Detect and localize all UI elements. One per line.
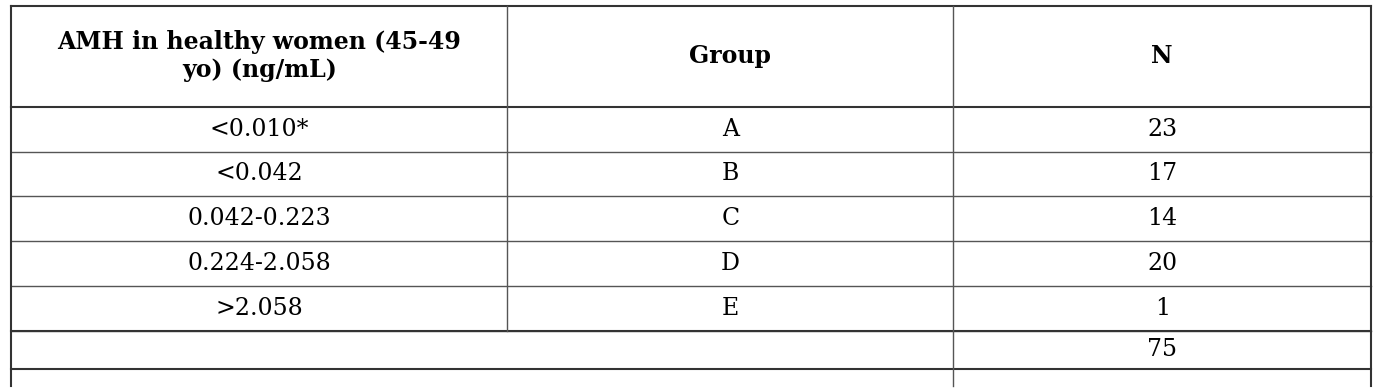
Bar: [954, 196, 1371, 241]
Bar: [507, 152, 954, 196]
Bar: [507, 6, 954, 107]
Text: 14: 14: [1147, 207, 1177, 230]
Bar: [507, 241, 954, 286]
Text: 75: 75: [1147, 339, 1177, 361]
Text: 0.042-0.223: 0.042-0.223: [188, 207, 332, 230]
Text: <0.042: <0.042: [216, 162, 303, 185]
Text: A: A: [721, 118, 739, 141]
Bar: [954, 6, 1371, 107]
Bar: [954, 241, 1371, 286]
Bar: [507, 331, 954, 369]
Text: 0.224-2.058: 0.224-2.058: [188, 252, 332, 275]
Text: 23: 23: [1147, 118, 1177, 141]
Text: B: B: [721, 162, 739, 185]
Text: 17: 17: [1147, 162, 1177, 185]
Text: N: N: [1151, 44, 1173, 68]
Bar: [11, 331, 507, 369]
Text: Group: Group: [690, 44, 771, 68]
Bar: [11, 6, 507, 107]
Bar: [954, 286, 1371, 331]
Bar: [954, 331, 1371, 369]
Bar: [11, 286, 507, 331]
Text: D: D: [721, 252, 739, 275]
Text: C: C: [721, 207, 739, 230]
Bar: [11, 107, 507, 152]
Bar: [954, 107, 1371, 152]
Bar: [507, 107, 954, 152]
Bar: [11, 152, 507, 196]
Text: 20: 20: [1147, 252, 1177, 275]
Bar: [11, 241, 507, 286]
Bar: [507, 196, 954, 241]
Bar: [507, 286, 954, 331]
Text: E: E: [721, 297, 739, 320]
Bar: [11, 196, 507, 241]
Bar: [954, 152, 1371, 196]
Text: >2.058: >2.058: [216, 297, 303, 320]
Text: <0.010*: <0.010*: [210, 118, 310, 141]
Text: AMH in healthy women (45-49
yo) (ng/mL): AMH in healthy women (45-49 yo) (ng/mL): [57, 30, 462, 82]
Text: 1: 1: [1154, 297, 1169, 320]
